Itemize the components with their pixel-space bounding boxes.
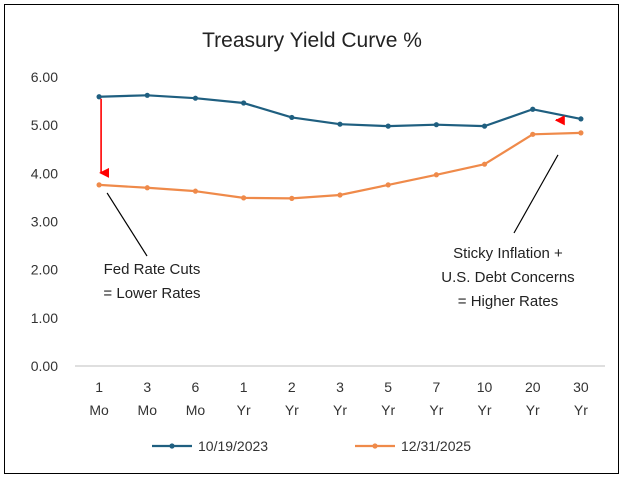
fed-cut-pointer-line [106, 192, 148, 257]
x-tick-unit: Mo [138, 402, 158, 418]
sticky-inflation-label-line: = Higher Rates [458, 293, 558, 310]
legend-swatch-marker [169, 443, 175, 449]
series-2-point [433, 172, 439, 178]
x-tick-number: 1 [240, 379, 248, 395]
series-2-point [192, 188, 199, 194]
series-1-point [385, 123, 391, 129]
x-tick-number: 5 [384, 379, 392, 395]
series-1-point [433, 122, 439, 128]
y-axis: 0.00 1.00 2.00 3.00 4.00 5.00 6.00 [31, 69, 58, 374]
series-2-point [578, 130, 584, 136]
chart-frame [4, 4, 619, 474]
legend: 10/19/2023 12/31/2025 [152, 438, 471, 454]
x-tick-unit: Mo [186, 402, 206, 418]
sticky-inflation-pointer-line [513, 154, 559, 234]
chart-title: Treasury Yield Curve % [202, 29, 422, 52]
x-tick-number: 1 [95, 379, 103, 395]
series-1-point [481, 123, 488, 129]
x-tick-unit: Yr [574, 402, 588, 418]
x-tick-number: 30 [573, 379, 589, 395]
x-tick-unit: Yr [333, 402, 347, 418]
series-2-point [530, 131, 536, 137]
series-1-point [241, 100, 247, 106]
y-tick-label: 2.00 [31, 262, 58, 278]
series-2-point [144, 185, 150, 191]
y-tick-label: 5.00 [31, 117, 58, 133]
legend-swatch-marker [372, 443, 378, 449]
series-1-point [144, 92, 150, 98]
x-tick-number: 2 [288, 379, 296, 395]
x-tick-unit: Yr [381, 402, 395, 418]
x-tick-unit: Mo [89, 402, 109, 418]
x-tick-number: 3 [336, 379, 344, 395]
y-tick-label: 6.00 [31, 69, 58, 85]
series-2-point [96, 182, 102, 188]
x-tick-unit: Yr [237, 402, 251, 418]
annotation-layer: Fed Rate Cuts = Lower Rates Sticky Inflati… [99, 98, 575, 310]
series-1-point [337, 121, 343, 127]
x-tick-number: 3 [143, 379, 151, 395]
legend-label: 10/19/2023 [198, 438, 268, 454]
x-tick-unit: Yr [526, 402, 540, 418]
x-tick-unit: Yr [429, 402, 443, 418]
series-1-point [530, 106, 536, 112]
x-tick-number: 20 [525, 379, 541, 395]
series-1-point [192, 95, 199, 101]
series-layer [96, 92, 584, 201]
series-line-1 [99, 94, 582, 128]
series-2-point [289, 195, 295, 201]
sticky-inflation-label-line: Sticky Inflation + [453, 245, 563, 262]
fed-cut-label-line: Fed Rate Cuts [104, 261, 201, 278]
series-2-point [241, 195, 247, 201]
y-tick-label: 4.00 [31, 165, 58, 181]
y-tick-label: 1.00 [31, 310, 58, 326]
x-tick-number: 7 [432, 379, 440, 395]
x-tick-number: 10 [477, 379, 493, 395]
x-tick-unit: Yr [285, 402, 299, 418]
legend-label: 12/31/2025 [401, 438, 471, 454]
series-1-point [578, 116, 584, 122]
y-tick-label: 3.00 [31, 214, 58, 230]
x-tick-number: 6 [192, 379, 200, 395]
series-2-point [481, 161, 488, 167]
series-1-point [96, 94, 102, 100]
series-line-2 [99, 131, 581, 200]
x-tick-unit: Yr [478, 402, 492, 418]
series-2-point [385, 182, 391, 188]
series-2-point [337, 192, 343, 198]
series-1-point [289, 114, 295, 121]
x-axis: 1 Mo 3 Mo 6 Mo 1 Yr 2 Yr 3 Yr 5 Yr 7 Yr 10 Yr 20 Yr 30 Yr [75, 365, 605, 418]
fed-cut-label-line: = Lower Rates [103, 285, 200, 302]
y-tick-label: 0.00 [31, 358, 58, 374]
sticky-inflation-label-line: U.S. Debt Concerns [441, 269, 574, 286]
